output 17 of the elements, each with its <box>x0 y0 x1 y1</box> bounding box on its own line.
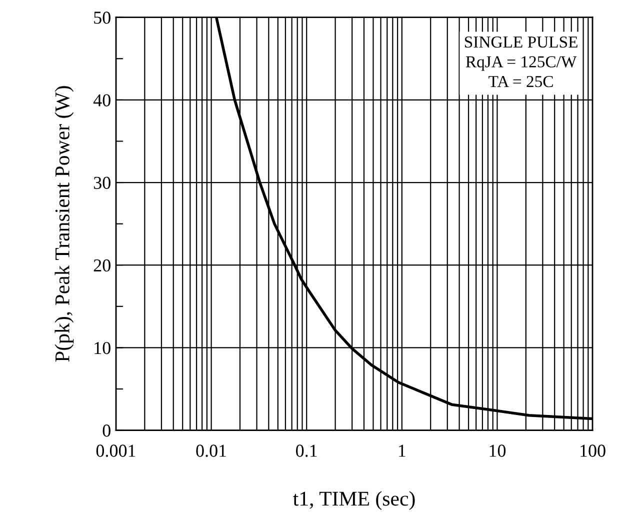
y-tick-label: 40 <box>93 94 110 106</box>
annotation: TA = 25C <box>488 76 553 88</box>
x-axis-title: t1, TIME (sec) <box>293 491 415 510</box>
y-tick-label: 50 <box>94 12 110 24</box>
x-tick-label: 100 <box>580 444 606 457</box>
y-tick-label: 0 <box>102 424 110 437</box>
y-tick-label: 30 <box>94 176 110 189</box>
x-tick-label: 1 <box>398 444 406 457</box>
y-tick-label: 10 <box>94 342 110 354</box>
annotation: SINGLE PULSE <box>464 36 578 48</box>
y-axis-title: P(pk), Peak Transient Power (W) <box>54 86 74 362</box>
x-tick-label: 0.01 <box>196 444 226 457</box>
x-tick-label: 10 <box>490 444 506 457</box>
y-tick-label: 20 <box>94 259 110 272</box>
annotation: RqJA = 125C/W <box>466 56 577 71</box>
x-tick-label: 0.001 <box>96 444 136 457</box>
x-tick-label: 0.1 <box>296 444 317 457</box>
